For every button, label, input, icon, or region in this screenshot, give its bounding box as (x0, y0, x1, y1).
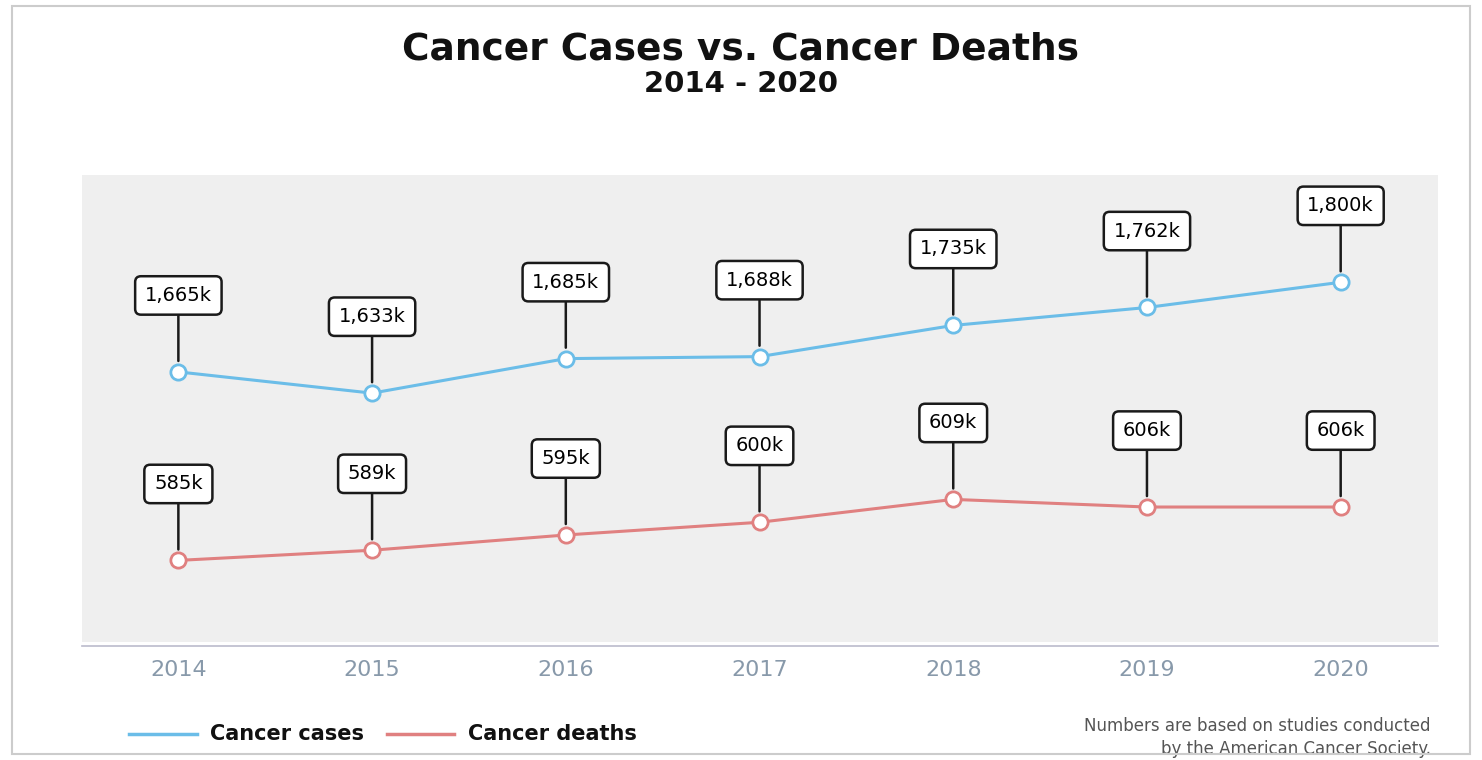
Text: 1,800k: 1,800k (1307, 196, 1374, 271)
Text: 600k: 600k (735, 436, 784, 511)
Text: 2020: 2020 (1312, 660, 1369, 679)
Text: 1,688k: 1,688k (726, 271, 793, 346)
Text: Cancer deaths: Cancer deaths (468, 724, 637, 744)
Text: 1,633k: 1,633k (339, 307, 406, 382)
Text: 606k: 606k (1123, 421, 1171, 496)
Text: 606k: 606k (1316, 421, 1365, 496)
Text: 2016: 2016 (538, 660, 594, 679)
Text: 2019: 2019 (1119, 660, 1175, 679)
Text: 2014: 2014 (150, 660, 206, 679)
Text: 2017: 2017 (731, 660, 788, 679)
Text: Numbers are based on studies conducted: Numbers are based on studies conducted (1085, 717, 1430, 735)
Text: 2014 - 2020: 2014 - 2020 (645, 70, 837, 97)
Text: 1,735k: 1,735k (920, 239, 987, 315)
Text: 1,685k: 1,685k (532, 273, 599, 347)
Text: 595k: 595k (541, 449, 590, 524)
Text: Cancer Cases vs. Cancer Deaths: Cancer Cases vs. Cancer Deaths (403, 31, 1079, 68)
Text: 2015: 2015 (344, 660, 400, 679)
Text: 2018: 2018 (925, 660, 981, 679)
Text: by the American Cancer Society.: by the American Cancer Society. (1160, 739, 1430, 758)
Text: 585k: 585k (154, 474, 203, 549)
Text: Cancer cases: Cancer cases (210, 724, 365, 744)
Text: 609k: 609k (929, 413, 977, 489)
Text: 1,762k: 1,762k (1113, 222, 1180, 296)
Text: 1,665k: 1,665k (145, 286, 212, 361)
Text: 589k: 589k (348, 464, 396, 540)
